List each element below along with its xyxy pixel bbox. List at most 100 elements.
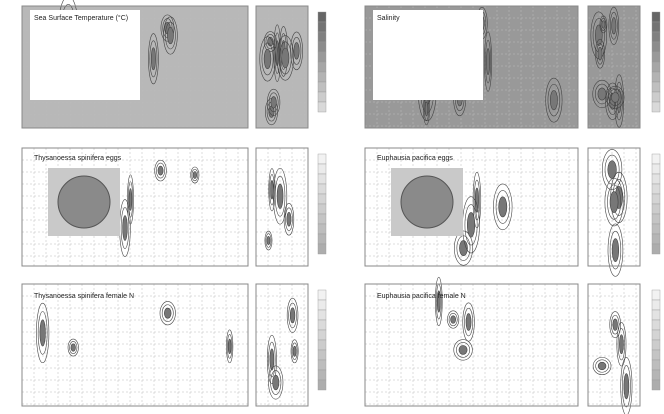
colorbar-cell [651, 309, 661, 321]
contour [227, 334, 233, 359]
contour [493, 183, 513, 231]
colorbar-cell [317, 153, 327, 165]
colorbar-cell [651, 101, 661, 113]
contour [150, 47, 156, 71]
colorbar-cell [317, 11, 327, 23]
contour [453, 230, 473, 266]
contour [263, 31, 277, 52]
contour [286, 297, 299, 333]
contour [281, 47, 290, 69]
contour [547, 83, 561, 117]
contour [292, 345, 297, 357]
contour [70, 343, 76, 352]
colorbar-cell [651, 379, 661, 391]
contour [290, 31, 303, 71]
contour [596, 42, 604, 65]
colorbar-cell [317, 213, 327, 225]
contour [274, 175, 286, 217]
contour [595, 83, 609, 105]
contour [272, 374, 280, 391]
colorbar-cell [651, 81, 661, 93]
colorbar-cell [651, 319, 661, 331]
contour [601, 149, 623, 191]
colorbar-cell [651, 153, 661, 165]
contour [459, 240, 468, 256]
contour [157, 165, 164, 176]
contour [191, 168, 199, 182]
colorbar-cell [317, 309, 327, 321]
contour [623, 373, 630, 400]
contour [619, 334, 624, 355]
contour [611, 17, 617, 35]
contour [268, 365, 284, 400]
contour [37, 311, 48, 355]
colorbar-cell [651, 349, 661, 361]
colorbar-cell [651, 183, 661, 195]
contour [609, 191, 619, 213]
colorbar-cell [651, 11, 661, 23]
panel-title: Thysanoessa spinifera female N [34, 293, 134, 300]
contour [436, 290, 441, 313]
contour [259, 36, 276, 82]
contour [495, 190, 510, 224]
colorbar-cell [651, 339, 661, 351]
contour [464, 307, 474, 337]
contour [609, 11, 618, 40]
contour [456, 235, 471, 261]
contour [270, 370, 282, 395]
contour [226, 329, 234, 364]
contour [597, 361, 607, 371]
panel-frame [255, 5, 309, 129]
contour [270, 180, 274, 200]
contour [450, 315, 456, 324]
contour [484, 31, 492, 92]
contour [269, 174, 275, 206]
contour [167, 26, 174, 45]
colorbar-cell [317, 21, 327, 33]
colorbar-cell [317, 193, 327, 205]
title-box [373, 10, 483, 100]
egg [57, 175, 111, 229]
contour [156, 162, 166, 179]
colorbar-cell [317, 299, 327, 311]
colorbar-cell [317, 243, 327, 255]
contour [465, 313, 472, 331]
contour [127, 181, 133, 218]
colorbar-cell [651, 21, 661, 33]
colorbar-cell [651, 223, 661, 235]
colorbar-cell [651, 213, 661, 225]
colorbar-cell [317, 349, 327, 361]
colorbar-cell [317, 51, 327, 63]
egg [400, 175, 454, 229]
colorbar-cell [651, 91, 661, 103]
contour [612, 318, 618, 331]
colorbar-cell [651, 193, 661, 205]
contour [148, 33, 159, 85]
colorbar-cell [317, 81, 327, 93]
contour [67, 338, 79, 357]
contour [291, 36, 302, 65]
contour [265, 34, 276, 50]
colorbar-cell [651, 359, 661, 371]
colorbar-cell [317, 359, 327, 371]
contour [285, 207, 293, 232]
panel-frame [364, 5, 579, 129]
contour [464, 204, 478, 246]
colorbar-cell [651, 233, 661, 245]
contour [607, 160, 617, 179]
colorbar-cell [317, 289, 327, 301]
contour [607, 184, 621, 220]
contour [617, 328, 626, 361]
contour [276, 183, 284, 209]
panel-frame [587, 5, 641, 129]
contour [290, 339, 299, 364]
colorbar-cell [317, 183, 327, 195]
colorbar-cell [651, 31, 661, 43]
contour [456, 342, 471, 358]
contour [39, 319, 46, 347]
contour [288, 302, 297, 329]
contour [599, 15, 608, 34]
panel-title: Salinity [377, 15, 400, 22]
colorbar-cell [651, 243, 661, 255]
contour [265, 233, 272, 248]
